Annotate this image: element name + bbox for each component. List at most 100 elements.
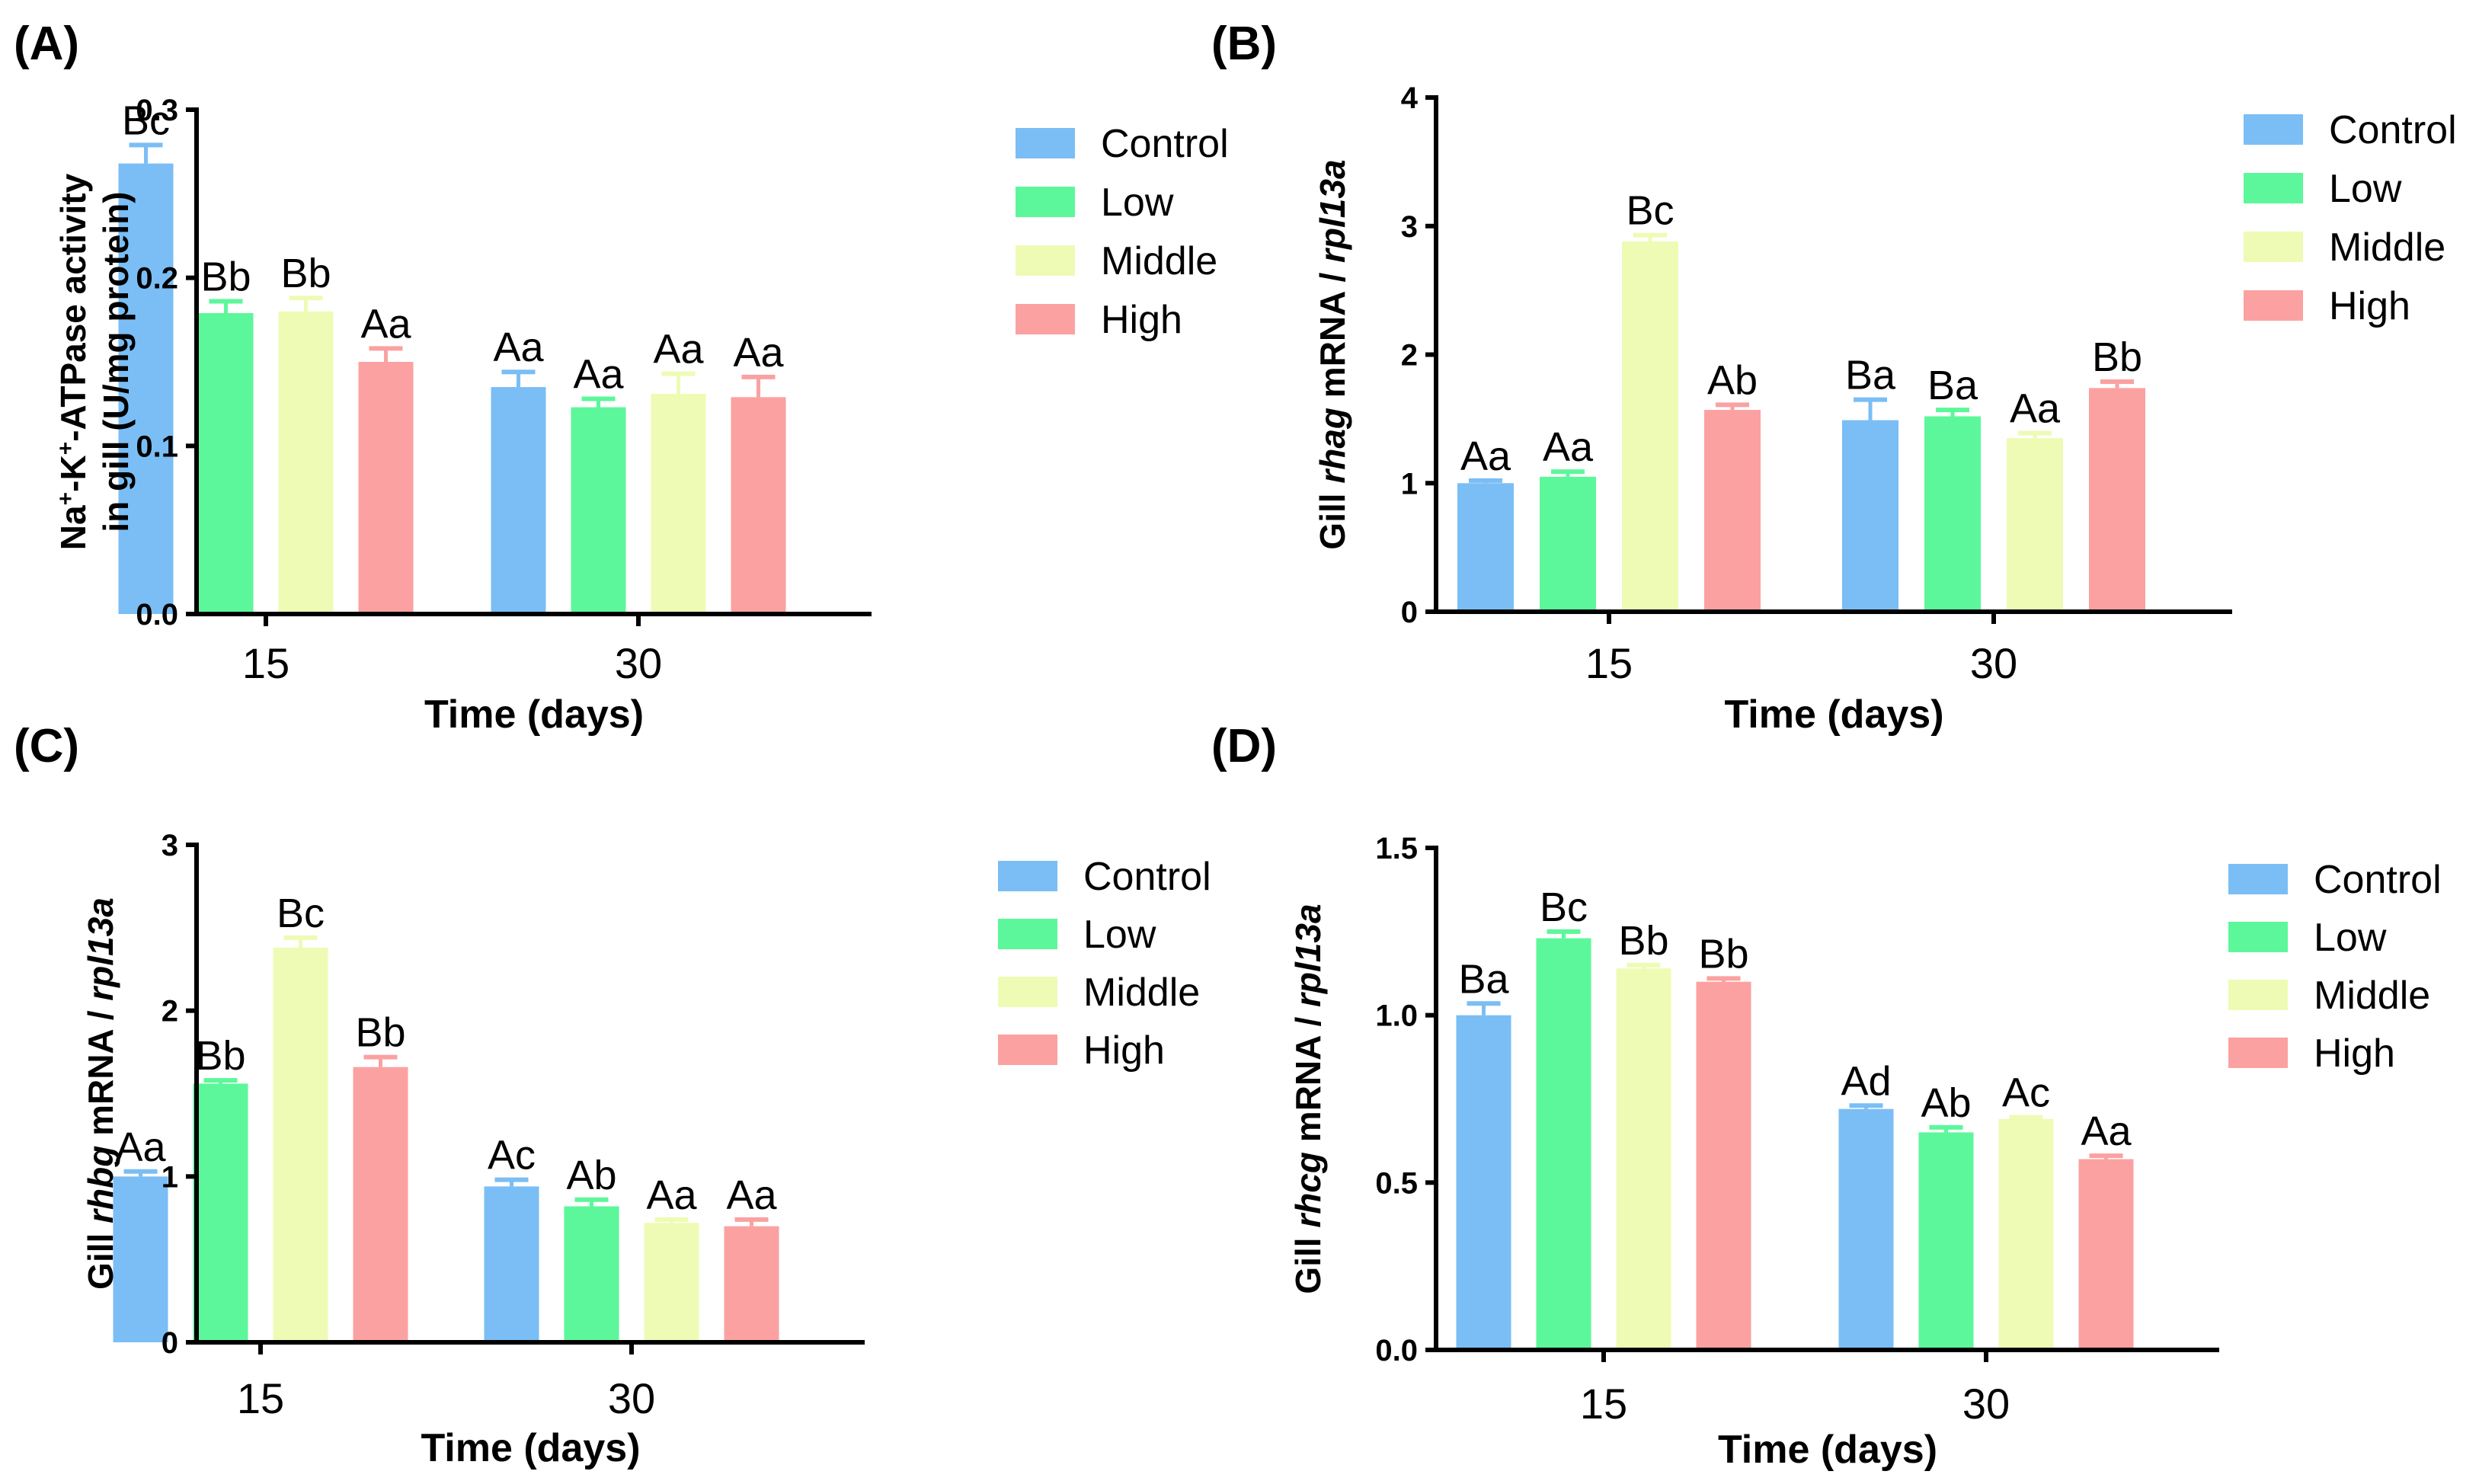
significance-label: Aa — [360, 301, 411, 347]
x-tick-label: 15 — [1580, 1380, 1627, 1428]
significance-label: Bb — [195, 1033, 245, 1079]
bar-high-30 — [2089, 388, 2145, 612]
legend-swatch-low — [2244, 173, 2303, 203]
y-axis-label-part: Na — [53, 505, 93, 550]
bar-low-15 — [1540, 476, 1596, 612]
bar-control-15 — [118, 163, 174, 614]
y-axis-label-part: rhcg — [1288, 1152, 1328, 1228]
significance-label: Bc — [122, 98, 170, 143]
significance-label: Ab — [566, 1153, 616, 1198]
significance-label: Ba — [1927, 363, 1978, 408]
legend-label-high: High — [2314, 1031, 2395, 1076]
significance-label: Aa — [573, 352, 624, 398]
bar-control-30 — [484, 1186, 539, 1342]
legend-label-control: Control — [1101, 122, 1229, 166]
y-axis-label-part: Gill — [81, 1223, 120, 1290]
x-axis-label: Time (days) — [421, 1426, 640, 1470]
bar-low-30 — [564, 1206, 619, 1342]
legend-swatch-high — [2228, 1038, 2288, 1068]
bar-high-30 — [724, 1226, 779, 1342]
significance-label: Bc — [1540, 884, 1588, 930]
legend-swatch-low — [998, 919, 1057, 949]
bar-control-30 — [1838, 1108, 1894, 1350]
y-tick-label: 0.1 — [136, 430, 178, 463]
x-tick-label: 30 — [615, 639, 662, 687]
y-axis-label: Gill rhbg mRNA / rpl13a — [81, 897, 120, 1290]
panel-label: (D) — [1211, 720, 1277, 772]
panel-label: (A) — [14, 18, 79, 70]
significance-label: Ba — [1845, 353, 1896, 398]
bar-middle-15 — [1622, 241, 1678, 612]
y-tick-label: 0 — [162, 1326, 178, 1360]
y-axis-label-part: mRNA / — [1313, 263, 1352, 408]
y-axis-label-part: -K — [53, 455, 93, 492]
significance-label: Ad — [1841, 1058, 1891, 1104]
significance-label: Bc — [1626, 188, 1674, 234]
chart-panel-1: (A) Bc Aa Bb Aa Bb Aa Aa Aa 0.0 0.1 0.2 0.3 15 30 Time … — [14, 18, 1229, 737]
legend-swatch-high — [2244, 290, 2303, 321]
x-tick-label: 30 — [608, 1374, 655, 1422]
legend-swatch-control — [1016, 128, 1075, 158]
bar-low-15 — [1536, 938, 1591, 1350]
significance-label: Bb — [200, 254, 251, 300]
y-axis-label-part: Gill — [1288, 1228, 1328, 1294]
y-axis-label-line2: in gill (U/mg protein) — [96, 191, 136, 532]
x-tick-label: 30 — [1962, 1380, 2010, 1428]
y-tick-label: 1.5 — [1375, 832, 1418, 865]
y-axis-label-part: Gill — [1313, 484, 1352, 550]
legend-swatch-middle — [998, 977, 1057, 1007]
bar-control-15 — [1456, 1015, 1511, 1350]
legend-swatch-control — [2228, 864, 2288, 894]
x-axis-label: Time (days) — [1718, 1428, 1937, 1472]
y-axis-label-part: rpl13a — [1288, 904, 1328, 1007]
y-axis-label: Gill rhcg mRNA / rpl13a — [1288, 904, 1328, 1294]
y-tick-label: 1 — [162, 1160, 178, 1194]
significance-label: Ab — [1921, 1080, 1971, 1126]
legend-swatch-low — [1016, 187, 1075, 217]
x-axis-label: Time (days) — [424, 692, 644, 737]
y-tick-label: 0.0 — [1375, 1334, 1418, 1367]
y-tick-label: 0.3 — [136, 94, 178, 127]
y-axis-label-part: mRNA / — [81, 1001, 120, 1146]
bar-low-30 — [1924, 416, 1981, 612]
significance-label: Bb — [280, 251, 331, 296]
bar-high-15 — [1704, 410, 1761, 612]
bar-high-15 — [358, 362, 414, 614]
bar-middle-30 — [2007, 438, 2063, 612]
significance-label: Aa — [2081, 1108, 2132, 1154]
significance-label: Aa — [726, 1172, 777, 1218]
bar-middle-15 — [278, 311, 334, 614]
significance-label: Aa — [493, 325, 544, 370]
bar-control-15 — [1457, 483, 1514, 612]
y-axis-label-part: rpl13a — [81, 897, 120, 1001]
y-tick-label: 4 — [1401, 82, 1419, 115]
legend-label-control: Control — [1083, 855, 1211, 899]
significance-label: Aa — [653, 326, 704, 372]
legend-swatch-middle — [1016, 245, 1075, 276]
legend-swatch-middle — [2244, 232, 2303, 262]
y-axis-label-part: + — [53, 442, 78, 456]
y-axis-label: Na+-K+-ATPase activity — [53, 173, 94, 550]
legend-label-high: High — [1101, 298, 1182, 342]
bar-middle-30 — [644, 1223, 699, 1342]
significance-label: Aa — [115, 1124, 166, 1170]
legend-swatch-middle — [2228, 980, 2288, 1010]
legend-label-middle: Middle — [2329, 225, 2445, 270]
x-tick-label: 15 — [242, 639, 289, 687]
y-tick-label: 3 — [162, 829, 178, 862]
significance-label: Aa — [646, 1172, 697, 1218]
y-tick-label: 0 — [1401, 596, 1418, 629]
bar-middle-30 — [651, 393, 706, 614]
legend-label-middle: Middle — [1101, 239, 1217, 283]
legend-label-low: Low — [1083, 913, 1156, 957]
legend-label-low: Low — [1101, 181, 1174, 225]
x-tick-label: 30 — [1970, 639, 2017, 687]
bar-low-15 — [193, 1083, 248, 1342]
panel-label: (B) — [1211, 18, 1277, 70]
y-axis-label-part: rhbg — [81, 1146, 120, 1223]
legend-label-control: Control — [2314, 858, 2442, 902]
bar-low-15 — [198, 313, 254, 614]
y-axis-label-part: mRNA / — [1288, 1007, 1328, 1152]
y-axis-label-part: + — [53, 492, 78, 506]
